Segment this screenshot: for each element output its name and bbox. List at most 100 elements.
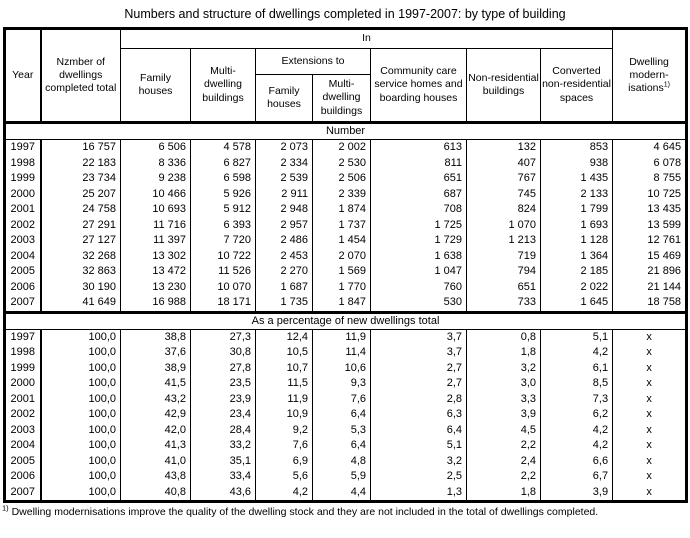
value-cell: 4 578 bbox=[190, 139, 256, 156]
value-cell: 10 070 bbox=[190, 279, 256, 295]
table-row: 1998 22 183 8 336 6 827 2 334 2 530 811 407 938 6… bbox=[4, 155, 688, 171]
value-cell: 4,2 bbox=[539, 345, 614, 361]
value-cell: 853 bbox=[539, 139, 614, 156]
value-cell: 708 bbox=[370, 202, 467, 218]
value-cell: 1 454 bbox=[312, 233, 371, 249]
value-cell: 24 758 bbox=[40, 202, 121, 218]
value-cell: 6 393 bbox=[190, 217, 256, 233]
year-cell: 1997 bbox=[4, 329, 42, 345]
value-cell: x bbox=[612, 469, 688, 485]
value-cell: 8 755 bbox=[612, 171, 688, 187]
value-cell: 6,1 bbox=[539, 360, 614, 376]
value-cell: 1 128 bbox=[539, 233, 614, 249]
value-cell: 1 799 bbox=[539, 202, 614, 218]
value-cell: 41 649 bbox=[40, 295, 121, 312]
year-cell: 2006 bbox=[4, 279, 42, 295]
value-cell: 2 185 bbox=[539, 264, 614, 280]
table-row: 2004 32 268 13 302 10 722 2 453 2 070 1 638 719… bbox=[4, 248, 688, 264]
value-cell: 2 530 bbox=[312, 155, 371, 171]
value-cell: 12,4 bbox=[255, 329, 313, 345]
table-row: 1998 100,0 37,6 30,8 10,5 11,4 3,7 1,8 4,2 x bbox=[4, 345, 688, 361]
value-cell: 21 896 bbox=[612, 264, 688, 280]
value-cell: 6 506 bbox=[120, 139, 191, 156]
value-cell: 12 761 bbox=[612, 233, 688, 249]
value-cell: 1 638 bbox=[370, 248, 467, 264]
value-cell: 811 bbox=[370, 155, 467, 171]
value-cell: 100,0 bbox=[40, 438, 121, 454]
value-cell: 4,2 bbox=[539, 422, 614, 438]
table-row: 2003 100,0 42,0 28,4 9,2 5,3 6,4 4,5 4,2 x bbox=[4, 422, 688, 438]
table-row: 2007 41 649 16 988 18 171 1 735 1 847 530 733 1 … bbox=[4, 295, 688, 312]
value-cell: 10,9 bbox=[255, 407, 313, 423]
value-cell: 2 506 bbox=[312, 171, 371, 187]
value-cell: 5,3 bbox=[312, 422, 371, 438]
value-cell: 5,1 bbox=[370, 438, 467, 454]
value-cell: 1 687 bbox=[255, 279, 313, 295]
value-cell: 6,3 bbox=[370, 407, 467, 423]
value-cell: 6,7 bbox=[539, 469, 614, 485]
year-cell: 2006 bbox=[4, 469, 42, 485]
year-cell: 2002 bbox=[4, 217, 42, 233]
col-header-modernisations: Dwelling modern-isations1) bbox=[612, 28, 688, 123]
value-cell: 1 847 bbox=[312, 295, 371, 312]
value-cell: 2 002 bbox=[312, 139, 371, 156]
table-row: 2006 30 190 13 230 10 070 1 687 1 770 760 651 2 … bbox=[4, 279, 688, 295]
col-header-in-group: In bbox=[119, 28, 614, 49]
value-cell: 16 757 bbox=[40, 139, 121, 156]
value-cell: 6 078 bbox=[612, 155, 688, 171]
value-cell: 1 737 bbox=[312, 217, 371, 233]
value-cell: 2,5 bbox=[370, 469, 467, 485]
value-cell: 10,7 bbox=[255, 360, 313, 376]
value-cell: 6 827 bbox=[190, 155, 256, 171]
value-cell: 8 336 bbox=[120, 155, 191, 171]
value-cell: 18 171 bbox=[190, 295, 256, 312]
table-row: 2001 100,0 43,2 23,9 11,9 7,6 2,8 3,3 7,3 x bbox=[4, 391, 688, 407]
col-header-ext-family-houses: Family houses bbox=[255, 74, 313, 123]
value-cell: 10,5 bbox=[255, 345, 313, 361]
value-cell: 27 291 bbox=[40, 217, 121, 233]
value-cell: 3,3 bbox=[466, 391, 541, 407]
value-cell: 745 bbox=[466, 186, 541, 202]
value-cell: 530 bbox=[370, 295, 467, 312]
value-cell: 13 599 bbox=[612, 217, 688, 233]
value-cell: 3,7 bbox=[370, 345, 467, 361]
value-cell: 6 598 bbox=[190, 171, 256, 187]
col-header-community-care: Community care service homes and boardin… bbox=[370, 48, 467, 123]
footnote-text: Dwelling modernisations improve the qual… bbox=[11, 506, 599, 518]
table-row: 2006 100,0 43,8 33,4 5,6 5,9 2,5 2,2 6,7 x bbox=[4, 469, 688, 485]
value-cell: 7,3 bbox=[539, 391, 614, 407]
value-cell: 100,0 bbox=[40, 407, 121, 423]
value-cell: 2 539 bbox=[255, 171, 313, 187]
col-header-extensions: Extensions to bbox=[255, 48, 371, 75]
value-cell: 100,0 bbox=[40, 469, 121, 485]
value-cell: x bbox=[612, 407, 688, 423]
value-cell: 1 693 bbox=[539, 217, 614, 233]
value-cell: 794 bbox=[466, 264, 541, 280]
value-cell: 8,5 bbox=[539, 376, 614, 392]
value-cell: 4,5 bbox=[466, 422, 541, 438]
value-cell: 5 926 bbox=[190, 186, 256, 202]
value-cell: 2,8 bbox=[370, 391, 467, 407]
dwellings-table: Year Nzmber of dwellings completed total… bbox=[3, 27, 689, 503]
value-cell: 2 270 bbox=[255, 264, 313, 280]
year-cell: 1998 bbox=[4, 155, 42, 171]
value-cell: 760 bbox=[370, 279, 467, 295]
value-cell: 11 397 bbox=[120, 233, 191, 249]
value-cell: 407 bbox=[466, 155, 541, 171]
value-cell: 7 720 bbox=[190, 233, 256, 249]
value-cell: 41,5 bbox=[120, 376, 191, 392]
value-cell: 1 435 bbox=[539, 171, 614, 187]
year-cell: 2007 bbox=[4, 295, 42, 312]
value-cell: 4 645 bbox=[612, 139, 688, 156]
value-cell: 23,9 bbox=[190, 391, 256, 407]
year-cell: 2003 bbox=[4, 422, 42, 438]
value-cell: x bbox=[612, 360, 688, 376]
value-cell: 2 453 bbox=[255, 248, 313, 264]
value-cell: 43,2 bbox=[120, 391, 191, 407]
value-cell: 100,0 bbox=[40, 453, 121, 469]
value-cell: 15 469 bbox=[612, 248, 688, 264]
value-cell: 767 bbox=[466, 171, 541, 187]
table-row: 1999 23 734 9 238 6 598 2 539 2 506 651 767 1 43… bbox=[4, 171, 688, 187]
value-cell: 1,8 bbox=[466, 484, 541, 502]
value-cell: 3,7 bbox=[370, 329, 467, 345]
